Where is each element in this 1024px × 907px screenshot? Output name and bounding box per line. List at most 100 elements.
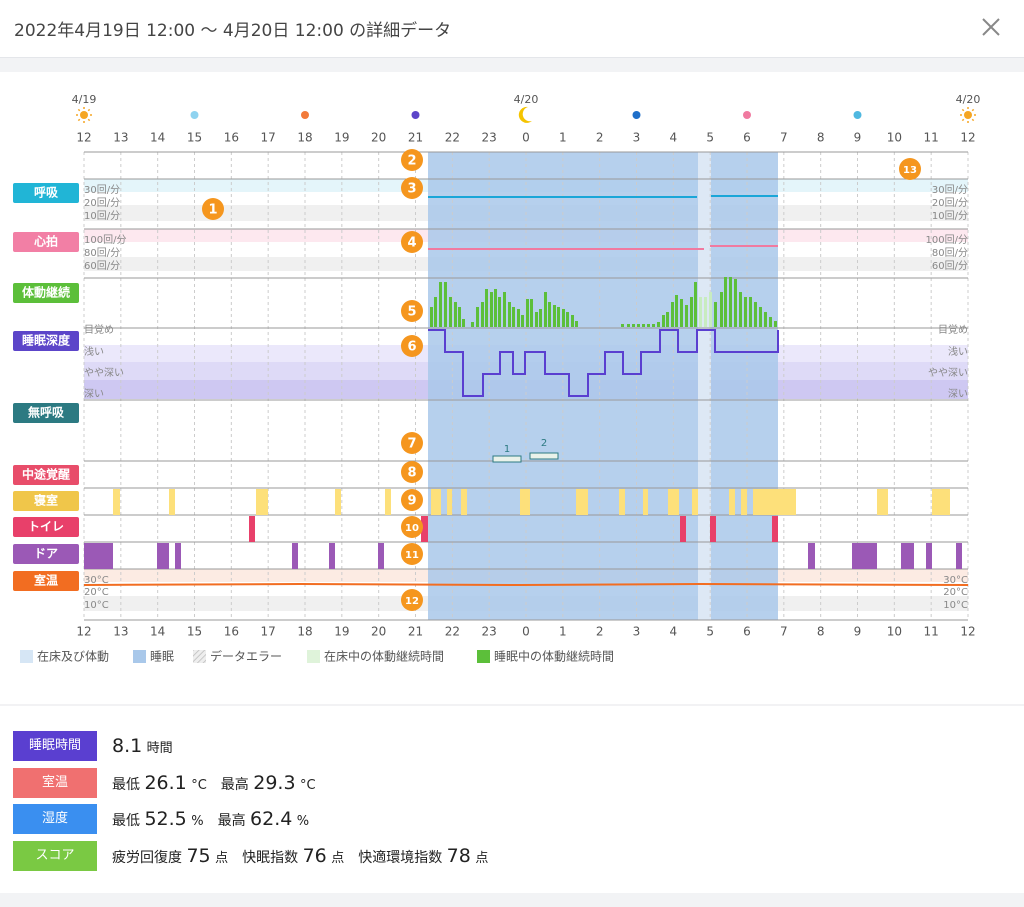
activity-bar [714, 302, 717, 327]
event-block [576, 489, 588, 515]
hour-label: 15 [187, 131, 202, 145]
activity-bar [699, 297, 702, 327]
activity-bar [454, 302, 457, 327]
marker-circle [401, 461, 423, 483]
activity-bar [458, 307, 461, 327]
hour-label: 21 [408, 131, 423, 145]
event-block [680, 516, 686, 542]
activity-bar [637, 324, 640, 327]
scale-label: 30回/分 [84, 184, 120, 196]
row-label-bg [13, 183, 79, 203]
hour-label: 22 [445, 625, 460, 639]
activity-bar [544, 292, 547, 327]
activity-bar [439, 282, 442, 327]
hour-label: 12 [960, 625, 975, 639]
activity-bar [690, 297, 693, 327]
marker-circle [401, 335, 423, 357]
date-label: 4/19 [72, 93, 97, 106]
sun-ray [87, 118, 91, 122]
activity-bar [512, 307, 515, 327]
marker-label: 6 [407, 340, 416, 355]
legend-swatch [477, 650, 490, 663]
event-block [520, 489, 530, 515]
summary-row: 湿度 最低 52.5 % 最高 62.4 % [0, 804, 1024, 834]
hour-label: 3 [633, 131, 641, 145]
event-block [329, 543, 335, 569]
sun-ray [77, 118, 81, 122]
sun-icon [80, 111, 88, 119]
activity-bar [503, 292, 506, 327]
row-label: 無呼吸 [28, 405, 65, 420]
row-label-bg [13, 232, 79, 252]
scale-label: 100回/分 [84, 234, 126, 246]
activity-bar [566, 312, 569, 327]
sun-icon [964, 111, 972, 119]
row-label-bg [13, 403, 79, 423]
value: 8.1 [112, 735, 143, 757]
activity-bar [530, 299, 533, 327]
activity-bar [490, 292, 493, 327]
activity-bar [652, 324, 655, 327]
hour-label: 20 [371, 625, 386, 639]
marker-circle [401, 231, 423, 253]
band [0, 893, 1024, 907]
event-block [619, 489, 625, 515]
activity-bar [517, 309, 520, 327]
prefix: 疲労回復度 [112, 850, 182, 866]
event-block [169, 489, 175, 515]
legend-swatch [307, 650, 320, 663]
breathing-line [428, 195, 778, 198]
row-label-bg [13, 491, 79, 511]
activity-bar [724, 277, 727, 327]
legend-swatch [193, 650, 206, 663]
hour-label: 23 [482, 625, 497, 639]
activity-bar [764, 312, 767, 327]
activity-bar [734, 279, 737, 327]
marker-label: 3 [407, 182, 416, 197]
activity-bar [744, 297, 747, 327]
event-block [808, 543, 815, 569]
event-block [753, 489, 796, 515]
sun-ray [961, 108, 965, 112]
row-label-bg [13, 571, 79, 591]
activity-bar [666, 312, 669, 327]
scale-label: 深い [84, 388, 104, 400]
event-block [385, 489, 391, 515]
activity-bar [621, 324, 624, 327]
marker-circle [401, 300, 423, 322]
hour-label: 13 [113, 625, 128, 639]
time-dot [853, 111, 862, 119]
hour-label: 5 [706, 625, 714, 639]
unit: 時間 [146, 741, 173, 756]
hour-label: 12 [76, 131, 91, 145]
marker-circle [401, 589, 423, 611]
hour-label: 1 [559, 625, 567, 639]
scale-label: 30°C [84, 575, 109, 586]
marker-label: 13 [903, 165, 917, 176]
hour-label: 7 [780, 625, 788, 639]
scale-label: 深い [948, 388, 968, 400]
hour-label: 23 [482, 131, 497, 145]
legend-label: 睡眠中の体動継続時間 [494, 649, 614, 664]
close-button[interactable] [981, 17, 1001, 37]
date-label: 4/20 [514, 93, 539, 106]
event-block [461, 489, 467, 515]
activity-bar [494, 289, 497, 327]
marker-circle [401, 489, 423, 511]
event-block [249, 516, 255, 542]
scale-label: 80回/分 [932, 247, 968, 259]
hour-label: 4 [670, 131, 678, 145]
hour-label: 12 [960, 131, 975, 145]
event-block [956, 543, 962, 569]
sun-ray [77, 108, 81, 112]
event-block [84, 543, 113, 569]
activity-bar [662, 315, 665, 327]
scale-label: 60回/分 [84, 260, 120, 272]
row-label: 心拍 [34, 234, 58, 249]
activity-bar [485, 289, 488, 327]
scale-label: 20°C [943, 587, 968, 598]
activity-bar [539, 309, 542, 327]
in-bed-gap [698, 152, 711, 620]
row-label: 中途覚醒 [22, 467, 70, 482]
event-block [926, 543, 932, 569]
